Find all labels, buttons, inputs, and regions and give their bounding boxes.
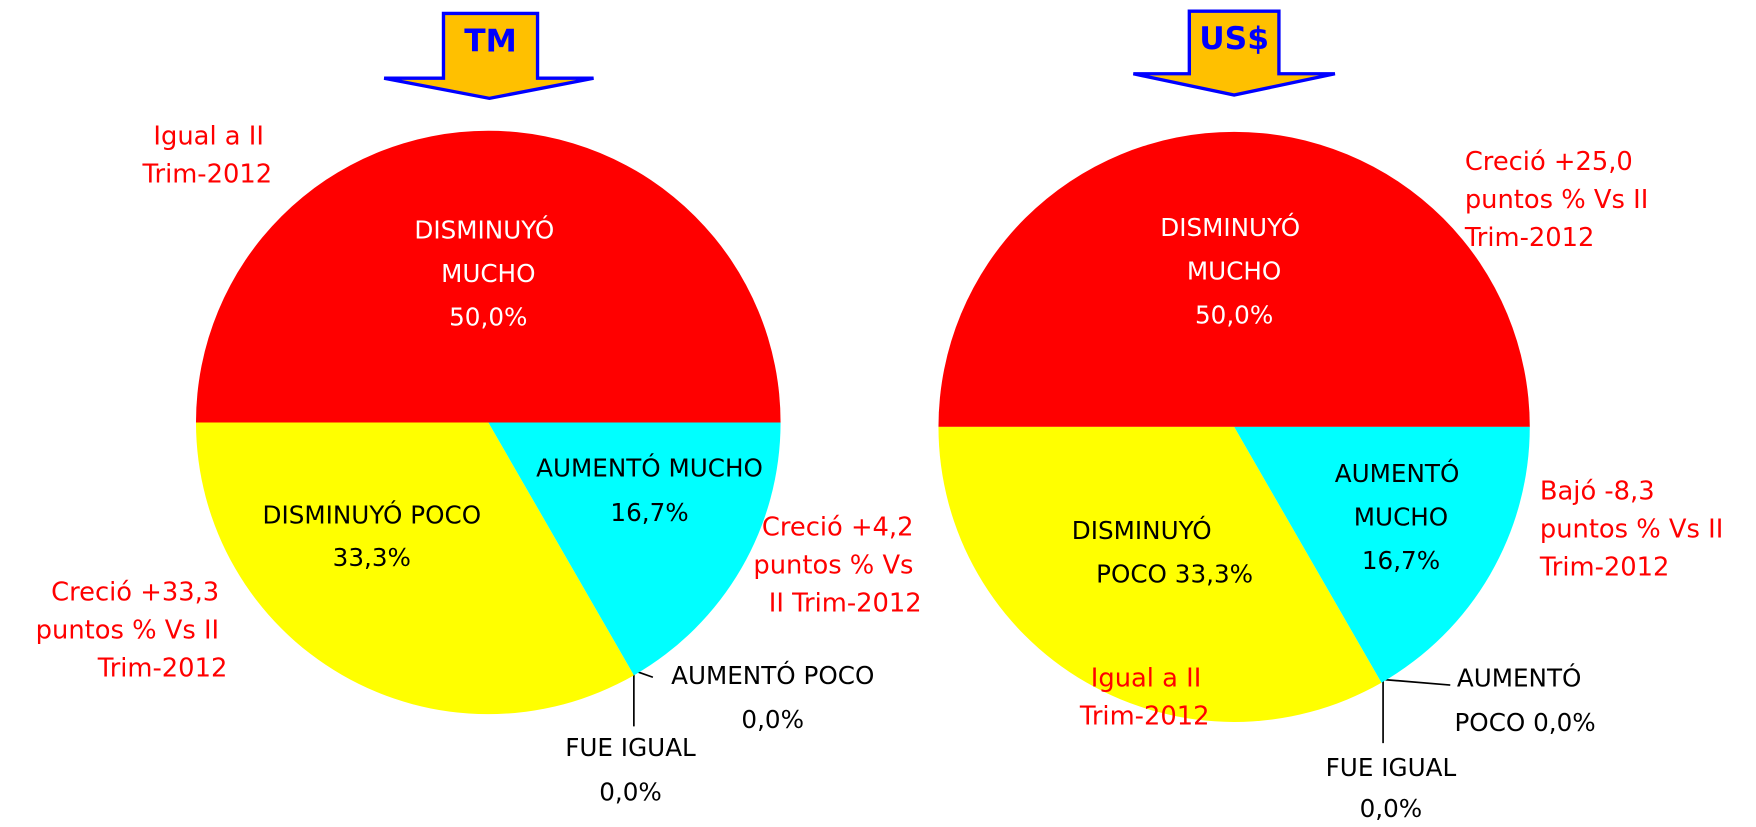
text-line: MUCHO bbox=[1354, 503, 1448, 532]
text-line: Igual a II bbox=[1091, 663, 1210, 693]
value-label: 50,0% bbox=[1195, 300, 1273, 329]
value-label: 0,0% bbox=[741, 705, 804, 734]
text-line: POCO bbox=[1096, 560, 1167, 589]
value-label: 0,0% bbox=[599, 777, 662, 806]
slice-label: AUMENTÓ POCO bbox=[671, 660, 874, 690]
text-line: Creció +33,3 bbox=[51, 577, 227, 607]
text-line: POCO bbox=[1454, 708, 1525, 737]
slice-label: DISMINUYÓ MUCHO bbox=[414, 214, 562, 288]
text-line: MUCHO bbox=[1187, 257, 1281, 286]
value-label: 0,0% bbox=[1533, 708, 1596, 737]
value-label: 16,7% bbox=[1362, 546, 1440, 575]
leader-line bbox=[633, 669, 654, 727]
leader-line bbox=[1382, 678, 1451, 744]
text-line: puntos % Vs II bbox=[36, 615, 228, 645]
text-line: AUMENTÓ POCO bbox=[671, 660, 874, 690]
slice-label: AUMENTÓ MUCHO bbox=[1335, 458, 1467, 532]
pie-slice bbox=[938, 131, 1530, 427]
header-arrow bbox=[1132, 9, 1336, 97]
annotation: Bajó -8,3 puntos % Vs II Trim-2012 bbox=[1539, 476, 1732, 582]
text-line: puntos % Vs bbox=[753, 550, 921, 580]
chart-title: US$ bbox=[1199, 21, 1269, 57]
annotation: Igual a II Trim-2012 bbox=[142, 121, 273, 189]
slice-label: AUMENTÓ POCO bbox=[1454, 662, 1589, 737]
pie-slice bbox=[938, 426, 1382, 722]
text-line: MUCHO bbox=[441, 259, 535, 288]
header-arrow bbox=[383, 11, 594, 101]
slice-label: FUE IGUAL bbox=[1326, 753, 1457, 782]
text-line: Bajó -8,3 bbox=[1540, 476, 1663, 506]
slice-label: DISMINUYÓ MUCHO bbox=[1160, 212, 1308, 286]
chart-title: TM bbox=[464, 23, 517, 59]
text-line: Trim-2012 bbox=[1539, 552, 1670, 582]
text-line: AUMENTÓ bbox=[1335, 458, 1467, 488]
slice-label: DISMINUYÓ POCO bbox=[1072, 515, 1220, 589]
annotation: Igual a II Trim-2012 bbox=[1079, 663, 1210, 731]
text-line: DISMINUYÓ POCO bbox=[262, 499, 481, 529]
text-line: DISMINUYÓ bbox=[1072, 515, 1220, 545]
pie-slice bbox=[1234, 426, 1530, 683]
text-line: Igual a II bbox=[153, 121, 272, 151]
text-line: Creció +25,0 bbox=[1465, 147, 1641, 177]
value-label: 16,7% bbox=[610, 498, 688, 527]
value-label: 33,3% bbox=[333, 543, 411, 572]
annotation: Creció +4,2 puntos % Vs II Trim-2012 bbox=[753, 512, 921, 618]
text-line: puntos % Vs II bbox=[1465, 185, 1657, 215]
pie-slice bbox=[488, 422, 781, 676]
text-line: AUMENTÓ MUCHO bbox=[536, 452, 763, 482]
value-label: 0,0% bbox=[1360, 794, 1423, 823]
value-label: 33,3% bbox=[1175, 560, 1253, 589]
text-line: AUMENTÓ bbox=[1457, 662, 1589, 692]
text-line: II Trim-2012 bbox=[769, 588, 922, 618]
text-line: DISMINUYÓ bbox=[414, 214, 562, 244]
pie-slice bbox=[195, 130, 781, 423]
text-line: DISMINUYÓ bbox=[1160, 212, 1308, 242]
text-line: Trim-2012 bbox=[1464, 223, 1595, 253]
annotation: Creció +25,0 puntos % Vs II Trim-2012 bbox=[1464, 147, 1657, 253]
slice-label: DISMINUYÓ POCO bbox=[262, 499, 481, 529]
annotation: Creció +33,3 puntos % Vs II Trim-2012 bbox=[36, 577, 228, 683]
text-line: Trim-2012 bbox=[97, 653, 228, 683]
slice-label: FUE IGUAL bbox=[565, 733, 696, 762]
slice-label: AUMENTÓ MUCHO bbox=[536, 452, 763, 482]
text-line: FUE IGUAL bbox=[565, 733, 696, 762]
text-line: Trim-2012 bbox=[142, 159, 273, 189]
value-label: 50,0% bbox=[449, 303, 527, 332]
text-line: Creció +4,2 bbox=[762, 512, 922, 542]
pie-slice bbox=[195, 422, 634, 715]
text-line: FUE IGUAL bbox=[1326, 753, 1457, 782]
text-line: Trim-2012 bbox=[1079, 701, 1210, 731]
text-line: puntos % Vs II bbox=[1540, 514, 1732, 544]
